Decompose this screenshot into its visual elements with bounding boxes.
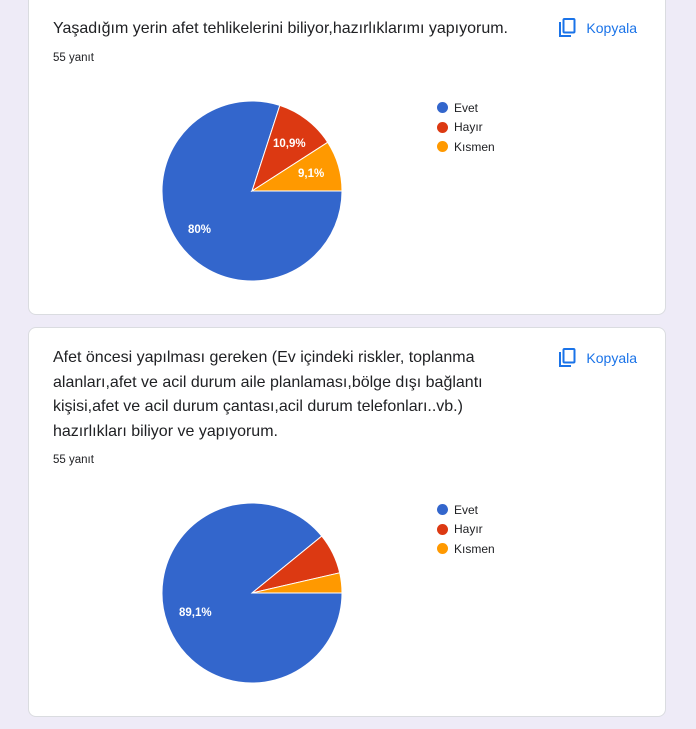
copy-button[interactable]: Kopyala (558, 18, 637, 38)
response-count: 55 yanıt (53, 454, 94, 466)
slice-label-hayir: 10,9% (273, 138, 306, 150)
copy-icon (558, 18, 576, 38)
copy-label: Kopyala (586, 20, 637, 36)
copy-button[interactable]: Kopyala (558, 348, 637, 368)
pie-chart: 80% 10,9% 9,1% (161, 100, 343, 282)
legend-dot-icon (437, 504, 448, 516)
chart-legend: Evet Hayır Kısmen (437, 98, 495, 157)
legend-item-evet[interactable]: Evet (437, 98, 495, 118)
legend-dot-icon (437, 523, 448, 535)
chart-legend: Evet Hayır Kısmen (437, 500, 495, 559)
legend-item-hayir[interactable]: Hayır (437, 520, 495, 540)
pie-chart: 89,1% (161, 502, 343, 684)
legend-label: Hayır (454, 120, 483, 135)
copy-label: Kopyala (586, 350, 637, 366)
legend-item-evet[interactable]: Evet (437, 500, 495, 520)
slice-label-evet: 80% (188, 224, 211, 236)
legend-dot-icon (437, 102, 448, 114)
slice-label-evet: 89,1% (179, 607, 212, 619)
legend-item-hayir[interactable]: Hayır (437, 118, 495, 138)
legend-label: Kısmen (454, 541, 495, 556)
legend-item-kismen[interactable]: Kısmen (437, 137, 495, 157)
question-card-1: Yaşadığım yerin afet tehlikelerini biliy… (28, 0, 666, 315)
response-count: 55 yanıt (53, 52, 94, 64)
question-title: Afet öncesi yapılması gereken (Ev içinde… (53, 349, 483, 440)
copy-icon (558, 348, 576, 368)
question-title: Yaşadığım yerin afet tehlikelerini biliy… (53, 20, 508, 37)
slice-kismen[interactable] (250, 141, 343, 192)
legend-dot-icon (437, 141, 448, 153)
slice-label-kismen: 9,1% (298, 168, 324, 180)
legend-label: Evet (454, 100, 479, 115)
slice-kismen[interactable] (251, 572, 343, 594)
legend-item-kismen[interactable]: Kısmen (437, 539, 495, 559)
legend-label: Hayır (454, 522, 483, 537)
legend-dot-icon (437, 543, 448, 555)
legend-dot-icon (437, 121, 448, 133)
legend-label: Kısmen (454, 139, 495, 154)
question-card-2: Afet öncesi yapılması gereken (Ev içinde… (28, 327, 666, 717)
legend-label: Evet (454, 502, 479, 517)
